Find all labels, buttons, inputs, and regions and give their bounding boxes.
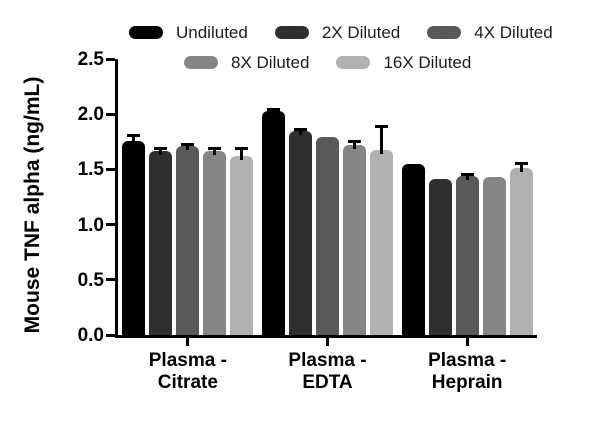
error-bar-stem bbox=[240, 148, 244, 161]
y-tick-label: 1.0 bbox=[77, 214, 104, 236]
error-bar-stem bbox=[299, 129, 302, 135]
error-bar-stem bbox=[380, 126, 383, 154]
error-bar-stem bbox=[272, 108, 275, 115]
bar-8x-diluted-group3 bbox=[482, 177, 506, 335]
legend-item-8x-diluted: 8X Diluted bbox=[184, 54, 309, 71]
error-bar-stem bbox=[159, 148, 163, 155]
x-category-label: Plasma - Heprain bbox=[428, 350, 507, 393]
legend-swatch-icon bbox=[184, 56, 218, 69]
error-bar-cap bbox=[348, 140, 361, 144]
y-axis-tick bbox=[106, 278, 115, 282]
x-category-label: Plasma - Citrate bbox=[148, 350, 227, 393]
error-bar-stem bbox=[519, 162, 523, 173]
error-bar-cap bbox=[181, 143, 195, 147]
bar-2x-diluted-group3 bbox=[428, 179, 452, 335]
legend-swatch-icon bbox=[427, 26, 462, 39]
error-bar-cap bbox=[460, 172, 474, 176]
bar-undiluted-group2 bbox=[262, 110, 285, 335]
error-bar-stem bbox=[186, 144, 190, 151]
legend-label: 2X Diluted bbox=[321, 23, 401, 42]
y-tick-label: 0.0 bbox=[77, 325, 104, 346]
legend-row-2: 8X Diluted 16X Diluted bbox=[184, 54, 471, 71]
legend-item-undiluted: Undiluted bbox=[129, 24, 248, 41]
y-axis-tick bbox=[106, 167, 115, 171]
bar-4x-diluted-group3 bbox=[455, 176, 479, 335]
plot-area bbox=[106, 57, 537, 346]
bar-8x-diluted-group2 bbox=[343, 145, 366, 335]
legend-label: Undiluted bbox=[176, 23, 248, 42]
legend-swatch-icon bbox=[336, 56, 371, 69]
bar-8x-diluted-group1 bbox=[203, 150, 227, 335]
legend-swatch-icon bbox=[129, 26, 163, 39]
legend-item-16x-diluted: 16X Diluted bbox=[336, 54, 471, 71]
bar-16x-diluted-group2 bbox=[370, 149, 393, 335]
error-bar-stem bbox=[465, 173, 469, 181]
bar-4x-diluted-group1 bbox=[176, 146, 200, 335]
x-axis-tick bbox=[465, 338, 469, 346]
error-bar-cap bbox=[154, 147, 168, 151]
error-bar-cap bbox=[235, 147, 249, 151]
error-bar-cap bbox=[267, 107, 280, 111]
error-bar-stem bbox=[353, 141, 356, 150]
y-axis-tick bbox=[106, 333, 115, 337]
y-axis-tick bbox=[106, 223, 115, 227]
y-tick-label: 2.5 bbox=[77, 49, 104, 70]
legend-row-1: Undiluted 2X Diluted 4X Diluted bbox=[129, 24, 553, 41]
bar-16x-diluted-group1 bbox=[230, 156, 254, 335]
legend-label: 8X Diluted bbox=[231, 53, 310, 72]
bar-2x-diluted-group1 bbox=[149, 150, 173, 335]
error-bar-cap bbox=[294, 128, 307, 132]
legend-item-4x-diluted: 4X Diluted bbox=[427, 23, 553, 42]
error-bar-stem bbox=[213, 148, 217, 155]
bar-4x-diluted-group2 bbox=[316, 137, 339, 335]
error-bar-cap bbox=[375, 125, 388, 129]
legend-item-2x-diluted: 2X Diluted bbox=[274, 23, 401, 42]
error-bar-cap bbox=[514, 161, 528, 165]
y-tick-label: 2.0 bbox=[77, 104, 104, 126]
error-bar-cap bbox=[208, 147, 222, 151]
bar-undiluted-group3 bbox=[401, 163, 425, 335]
legend-label: 4X Diluted bbox=[474, 23, 553, 42]
x-axis-tick bbox=[186, 338, 190, 346]
legend-swatch-icon bbox=[274, 26, 309, 39]
error-bar-stem bbox=[132, 135, 136, 145]
legend-label: 16X Diluted bbox=[383, 53, 472, 72]
x-axis-tick bbox=[326, 338, 329, 346]
y-tick-label: 1.5 bbox=[77, 159, 104, 181]
x-category-label: Plasma - EDTA bbox=[288, 350, 367, 393]
bar-2x-diluted-group2 bbox=[289, 130, 312, 335]
error-bar-cap bbox=[127, 134, 141, 138]
y-axis-tick bbox=[106, 112, 115, 116]
bar-undiluted-group1 bbox=[122, 140, 146, 335]
bar-16x-diluted-group3 bbox=[509, 168, 533, 335]
y-axis-tick bbox=[106, 57, 115, 61]
y-tick-label: 0.5 bbox=[77, 269, 104, 291]
